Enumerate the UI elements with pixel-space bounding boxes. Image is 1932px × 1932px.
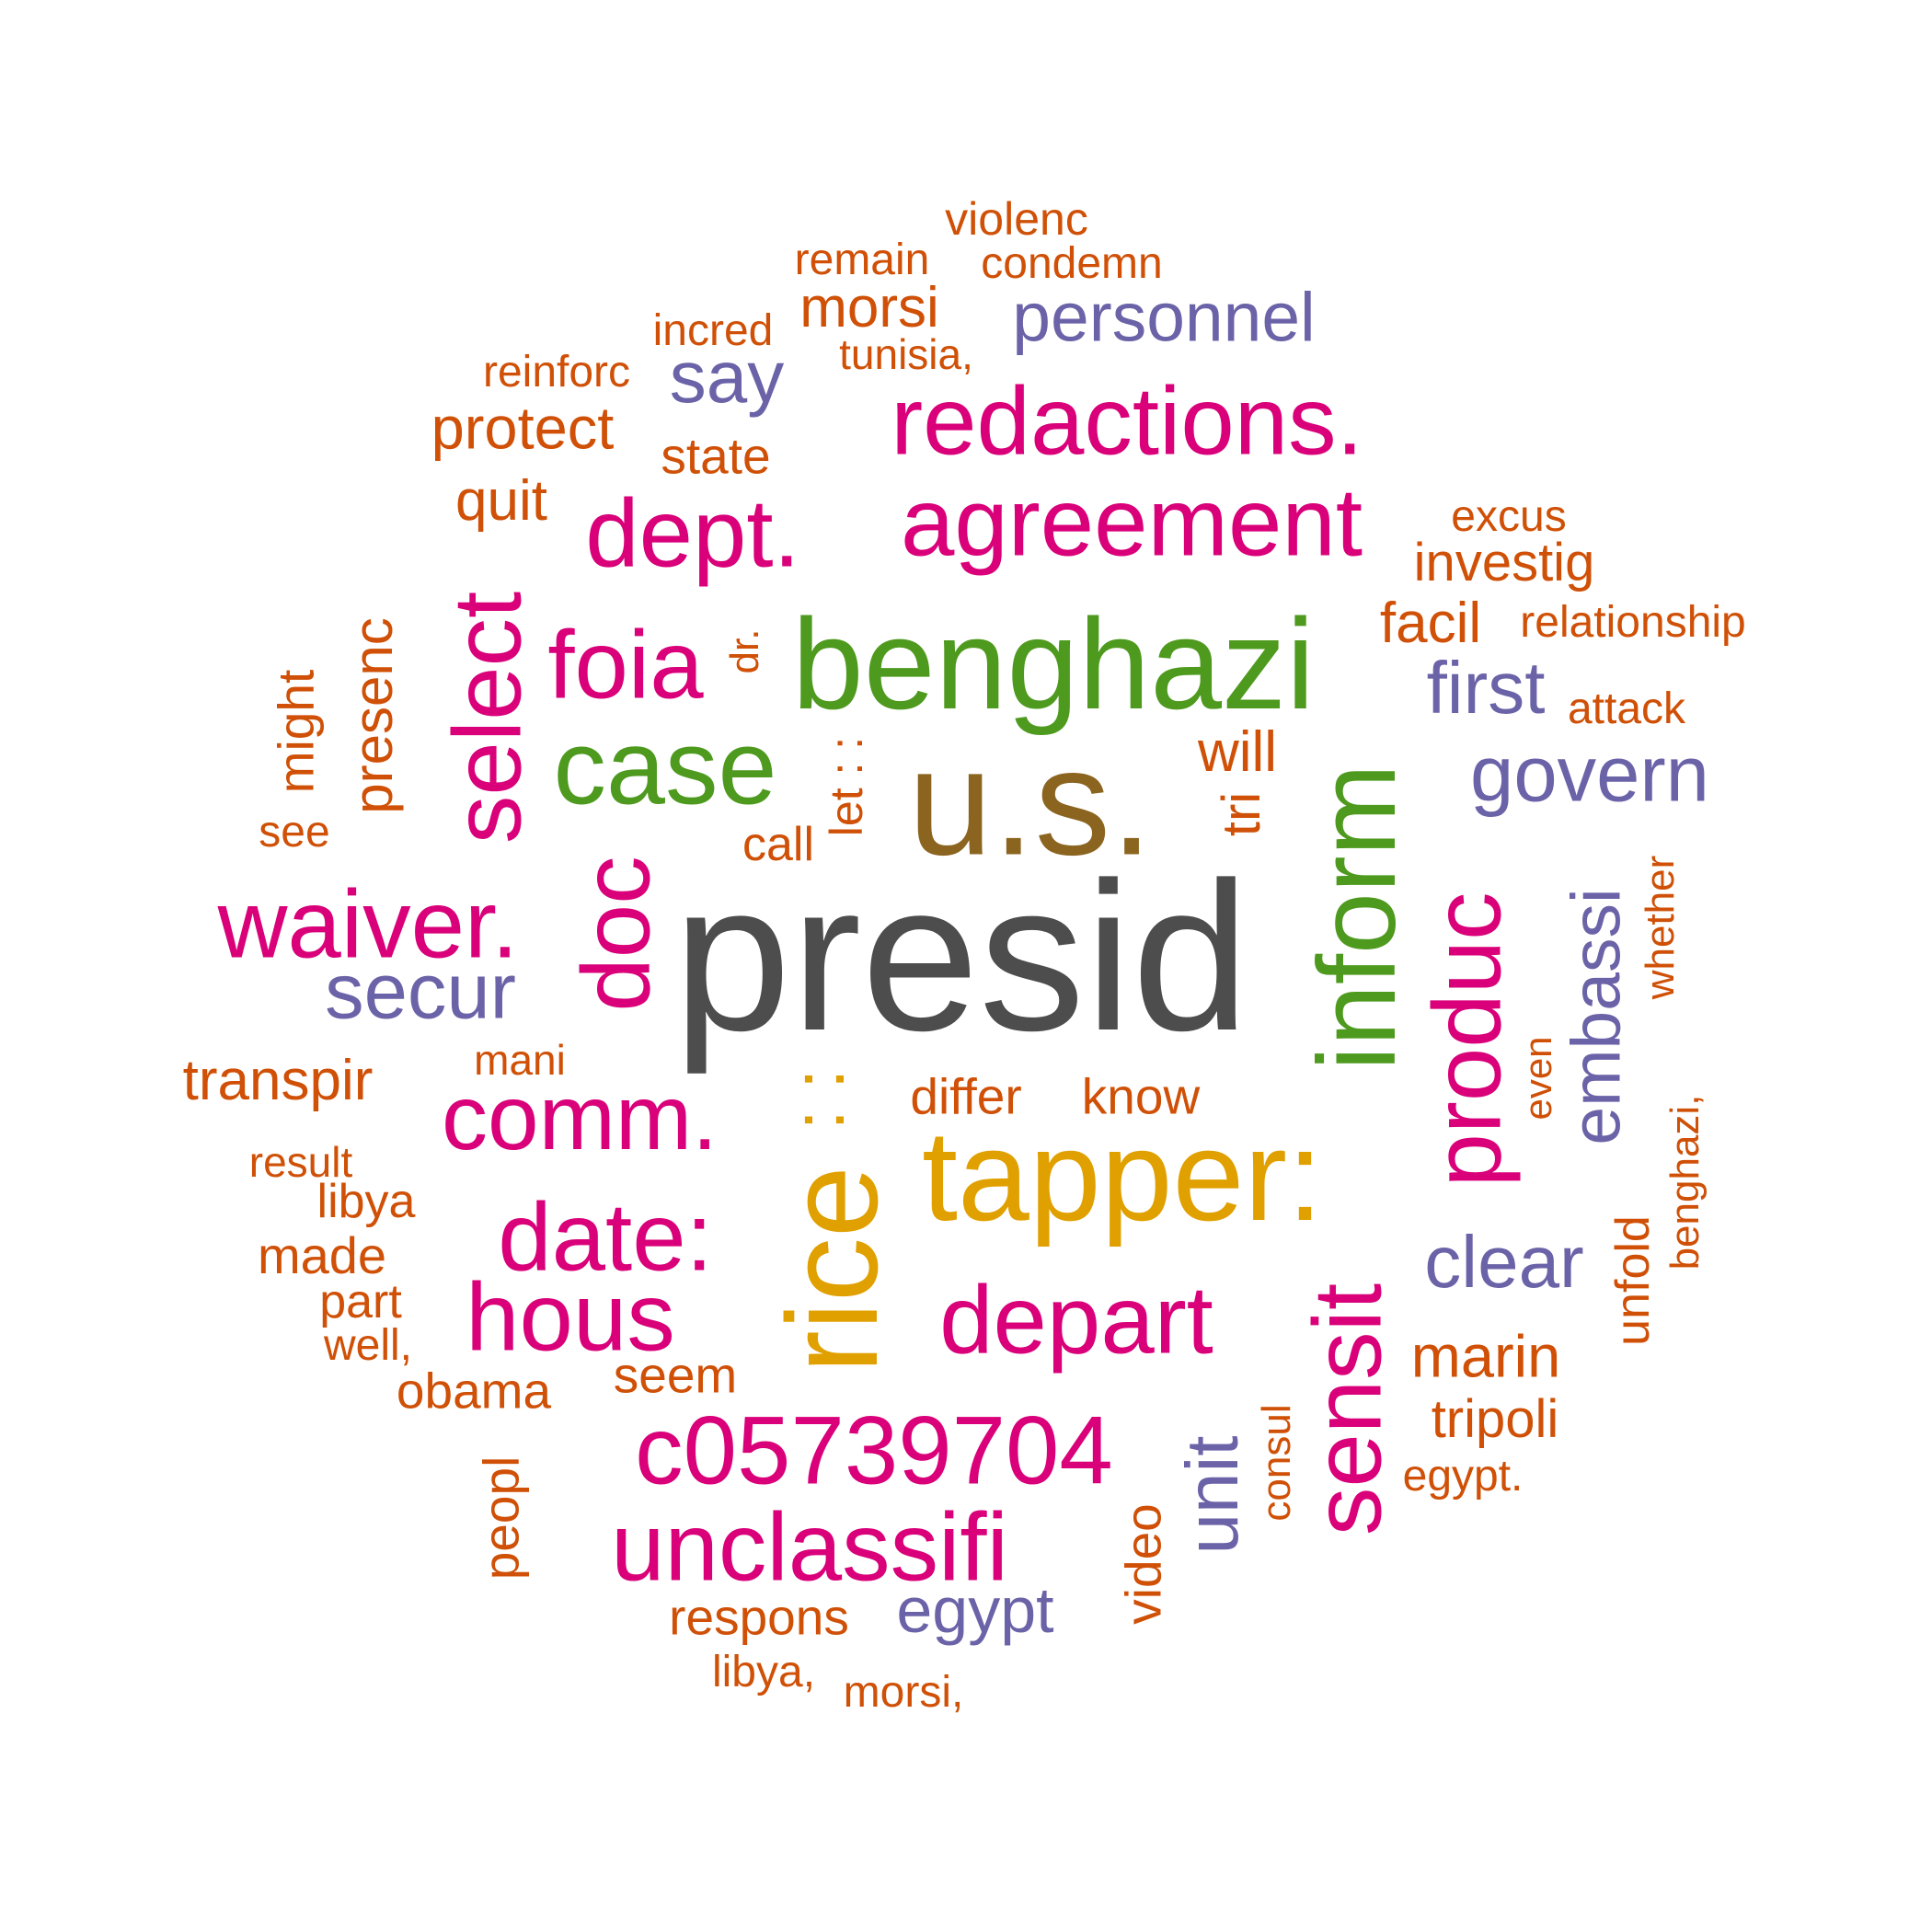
word-result: result <box>248 1138 353 1186</box>
word-violenc: violenc <box>945 193 1088 245</box>
word-whether: whether <box>1638 855 1683 1000</box>
word-benghazi: benghazi <box>791 592 1316 736</box>
word-date: date: <box>498 1183 713 1292</box>
word-let: let : : <box>821 736 872 837</box>
word-consul: consul <box>1254 1404 1299 1522</box>
word-attack: attack <box>1567 684 1686 733</box>
word-sensit: sensit <box>1294 1282 1402 1536</box>
word-rice: rice <box>760 1166 904 1374</box>
word-video: video <box>1114 1503 1172 1625</box>
word-agreement: agreement <box>901 468 1363 577</box>
word-egypt-period: egypt. <box>1402 1452 1524 1501</box>
word-will: will <box>1197 720 1278 784</box>
word-see: see <box>259 808 330 857</box>
word-mani: mani <box>474 1036 566 1084</box>
word-incred: incred <box>652 306 774 355</box>
word-state: state <box>661 427 771 485</box>
word-us: u.s. <box>908 717 1153 887</box>
word-made: made <box>257 1226 387 1284</box>
word-tapper: tapper: <box>922 1103 1323 1248</box>
word-egypt: egypt <box>896 1574 1054 1646</box>
word-unclassifi: unclassifi <box>611 1493 1008 1602</box>
word-remain: remain <box>794 236 930 284</box>
word-excus: excus <box>1451 492 1567 541</box>
word-tripoli: tripoli <box>1431 1389 1559 1449</box>
word-comm: comm. <box>442 1066 718 1169</box>
word-investig: investig <box>1413 533 1595 592</box>
word-unfold: unfold <box>1606 1215 1660 1346</box>
word-dr: dr. <box>722 628 767 674</box>
word-facil: facil <box>1379 592 1482 655</box>
word-doc: doc <box>562 856 671 1012</box>
word-benghazi-comma: benghazi, <box>1662 1094 1708 1271</box>
word-clear: clear <box>1424 1221 1584 1303</box>
word-libya: libya <box>316 1175 416 1228</box>
word-inform: inform <box>1295 764 1419 1071</box>
word-relationship: relationship <box>1520 598 1746 647</box>
word-protect: protect <box>431 394 615 462</box>
word-govern: govern <box>1470 730 1709 819</box>
word-c05739704: c05739704 <box>635 1397 1113 1505</box>
word-produc: produc <box>1413 891 1522 1188</box>
word-well: well, <box>323 1321 413 1370</box>
word-know: know <box>1081 1067 1201 1125</box>
word-first: first <box>1426 647 1546 729</box>
word-hous: hous <box>466 1263 675 1372</box>
word-even: even <box>1516 1036 1559 1121</box>
word-presenc: presenc <box>342 617 404 814</box>
word-condemn: condemn <box>981 239 1163 288</box>
word-presid: presid <box>673 838 1250 1075</box>
word-peopl: peopl <box>472 1455 530 1581</box>
word-part: part <box>319 1275 402 1328</box>
word-call: call <box>742 818 815 871</box>
word-select: select <box>433 591 542 845</box>
word-tunisia: tunisia, <box>839 330 973 378</box>
word-respons: respons <box>669 1588 849 1646</box>
word-seem: seem <box>613 1346 738 1404</box>
word-morsi-comma: morsi, <box>843 1668 964 1717</box>
word-transpir: transpir <box>182 1049 374 1112</box>
word-reinforc: reinforc <box>482 348 631 397</box>
word-marin: marin <box>1410 1322 1561 1390</box>
word-tri: tri <box>1212 791 1271 837</box>
word-foia: foia <box>547 611 704 719</box>
word-redactions: redactions. <box>891 367 1363 476</box>
word-dept: dept. <box>585 479 800 588</box>
word-secur: secur <box>325 948 516 1036</box>
word-obama: obama <box>396 1362 552 1420</box>
word-morsi: morsi <box>799 276 939 339</box>
word-depart: depart <box>939 1266 1213 1374</box>
word-colon-dots: : : <box>777 1068 859 1131</box>
word-unit: unit <box>1171 1435 1253 1555</box>
word-quit: quit <box>455 469 547 533</box>
word-libya-comma: libya, <box>711 1648 816 1696</box>
word-say: say <box>669 336 785 418</box>
word-differ: differ <box>910 1067 1022 1125</box>
word-might: might <box>267 669 325 794</box>
word-waiver: waiver. <box>217 870 519 979</box>
word-embassi: embassi <box>1557 888 1635 1145</box>
word-case: case <box>553 708 777 827</box>
word-personnel: personnel <box>1012 278 1316 356</box>
